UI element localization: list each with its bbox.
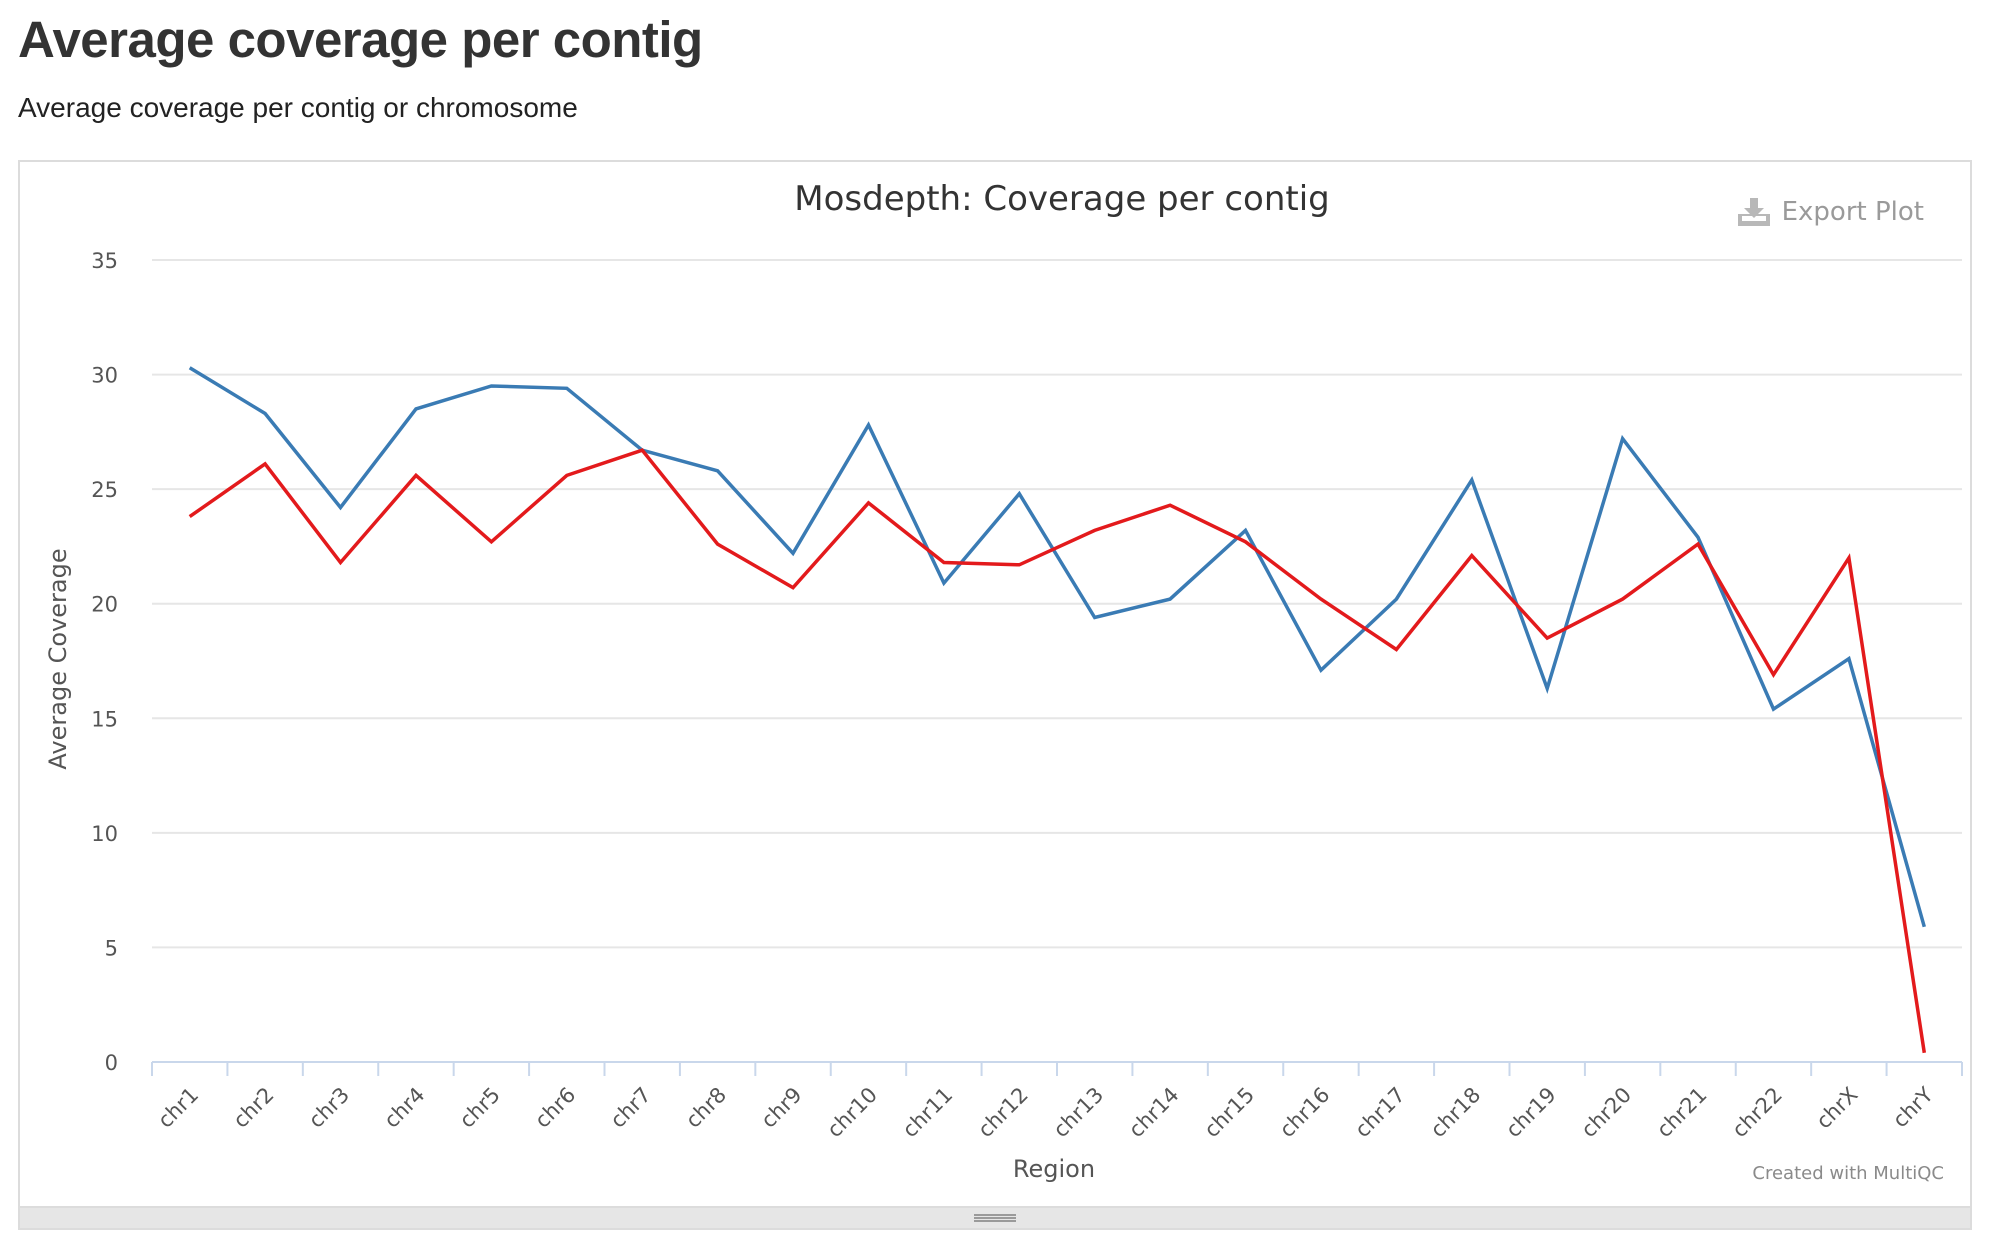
data-point[interactable] (485, 380, 497, 392)
data-point[interactable] (712, 465, 724, 477)
x-tick-label: chr12 (973, 1083, 1033, 1143)
x-tick-label: chr3 (304, 1083, 354, 1133)
data-point[interactable] (335, 501, 347, 513)
x-tick-label: chr5 (455, 1083, 505, 1133)
data-point[interactable] (1315, 664, 1327, 676)
data-point[interactable] (184, 362, 196, 374)
data-point[interactable] (1013, 559, 1025, 571)
data-point[interactable] (1692, 538, 1704, 550)
y-tick-label: 15 (91, 707, 118, 731)
x-tick-label: chr1 (153, 1083, 203, 1133)
x-tick-label: chr11 (898, 1083, 958, 1143)
data-point[interactable] (561, 382, 573, 394)
chart-title: Mosdepth: Coverage per contig (794, 179, 1329, 219)
y-axis-title: Average Coverage (44, 548, 72, 769)
export-plot-label: Export Plot (1781, 197, 1924, 227)
data-point[interactable] (1617, 433, 1629, 445)
x-tick-label: chr15 (1200, 1083, 1260, 1143)
grid-lines (152, 259, 1962, 949)
data-point[interactable] (1466, 550, 1478, 562)
data-point[interactable] (1164, 499, 1176, 511)
data-point[interactable] (1164, 593, 1176, 605)
data-point[interactable] (1315, 593, 1327, 605)
data-point[interactable] (1240, 524, 1252, 536)
section-title: Average coverage per contig (18, 11, 703, 68)
credit-text[interactable]: Created with MultiQC (1752, 1163, 1944, 1184)
y-tick-label: 10 (91, 822, 118, 846)
data-point[interactable] (485, 536, 497, 548)
x-tick-label: chr17 (1350, 1083, 1410, 1143)
x-tick-label: chr8 (681, 1083, 731, 1133)
data-point[interactable] (938, 556, 950, 568)
download-icon (1737, 198, 1770, 226)
resize-grip-icon (974, 1214, 1016, 1222)
data-point[interactable] (1013, 488, 1025, 500)
y-tick-label: 5 (105, 936, 118, 960)
series-group (184, 362, 1930, 1059)
x-tick-label: chr21 (1652, 1083, 1712, 1143)
series-line-1[interactable] (188, 366, 1926, 928)
x-tick-label: chr2 (229, 1083, 279, 1133)
data-point[interactable] (259, 408, 271, 420)
x-axis-title: Region (1013, 1155, 1095, 1183)
x-tick-label: chrX (1812, 1083, 1863, 1134)
x-tick-label: chr19 (1501, 1083, 1561, 1143)
data-point[interactable] (1843, 552, 1855, 564)
section-description: Average coverage per contig or chromosom… (18, 92, 578, 123)
data-point[interactable] (1541, 632, 1553, 644)
x-tick-label: chr9 (756, 1083, 806, 1133)
data-point[interactable] (1843, 653, 1855, 665)
x-tick-label: chr4 (379, 1083, 429, 1133)
data-point[interactable] (1466, 474, 1478, 486)
x-tick-label: chr14 (1124, 1083, 1184, 1143)
y-tick-label: 30 (91, 364, 118, 388)
x-tick-label: chrY (1888, 1082, 1938, 1132)
data-point[interactable] (259, 458, 271, 470)
data-point[interactable] (1617, 593, 1629, 605)
x-tick-label: chr10 (822, 1083, 882, 1143)
plot-container: 0 5 10 15 20 25 30 35 chr1 chr2 chr3 chr4 chr5 chr6 ch… (18, 160, 1972, 1208)
data-point[interactable] (862, 419, 874, 431)
data-point[interactable] (335, 556, 347, 568)
data-point[interactable] (561, 469, 573, 481)
data-point[interactable] (938, 577, 950, 589)
axes: 0 5 10 15 20 25 30 35 chr1 chr2 chr3 chr4 chr5 chr6 ch… (91, 249, 1963, 1143)
data-point[interactable] (1089, 524, 1101, 536)
x-tick-label: chr13 (1049, 1083, 1109, 1143)
data-point[interactable] (1767, 669, 1779, 681)
data-point[interactable] (184, 511, 196, 523)
data-point[interactable] (1918, 1047, 1930, 1059)
data-point[interactable] (1767, 703, 1779, 715)
data-point[interactable] (1918, 921, 1930, 933)
data-point[interactable] (410, 403, 422, 415)
x-tick-label: chr7 (606, 1083, 656, 1133)
x-tick-label: chr18 (1426, 1083, 1486, 1143)
data-point[interactable] (1089, 611, 1101, 623)
x-tick-label: chr6 (530, 1083, 580, 1133)
x-tick-label: chr22 (1727, 1083, 1787, 1143)
series-line-2[interactable] (188, 448, 1927, 1054)
data-point[interactable] (787, 547, 799, 559)
coverage-line-chart: 0 5 10 15 20 25 30 35 chr1 chr2 chr3 chr4 chr5 chr6 ch… (44, 179, 1963, 1183)
data-point[interactable] (1240, 536, 1252, 548)
y-tick-label: 0 (105, 1051, 118, 1075)
y-tick-label: 20 (91, 593, 118, 617)
data-point[interactable] (1390, 593, 1402, 605)
data-point[interactable] (410, 469, 422, 481)
data-point[interactable] (787, 582, 799, 594)
x-tick-label: chr16 (1275, 1083, 1335, 1143)
export-plot-button[interactable]: Export Plot (1736, 192, 1924, 232)
data-point[interactable] (1541, 682, 1553, 694)
data-point[interactable] (636, 444, 648, 456)
y-tick-label: 25 (91, 478, 118, 502)
x-tick-label: chr20 (1577, 1083, 1637, 1143)
data-point[interactable] (1390, 644, 1402, 656)
plot-resize-handle[interactable] (18, 1208, 1972, 1230)
data-point[interactable] (712, 538, 724, 550)
data-point[interactable] (862, 497, 874, 509)
y-tick-label: 35 (91, 249, 118, 273)
